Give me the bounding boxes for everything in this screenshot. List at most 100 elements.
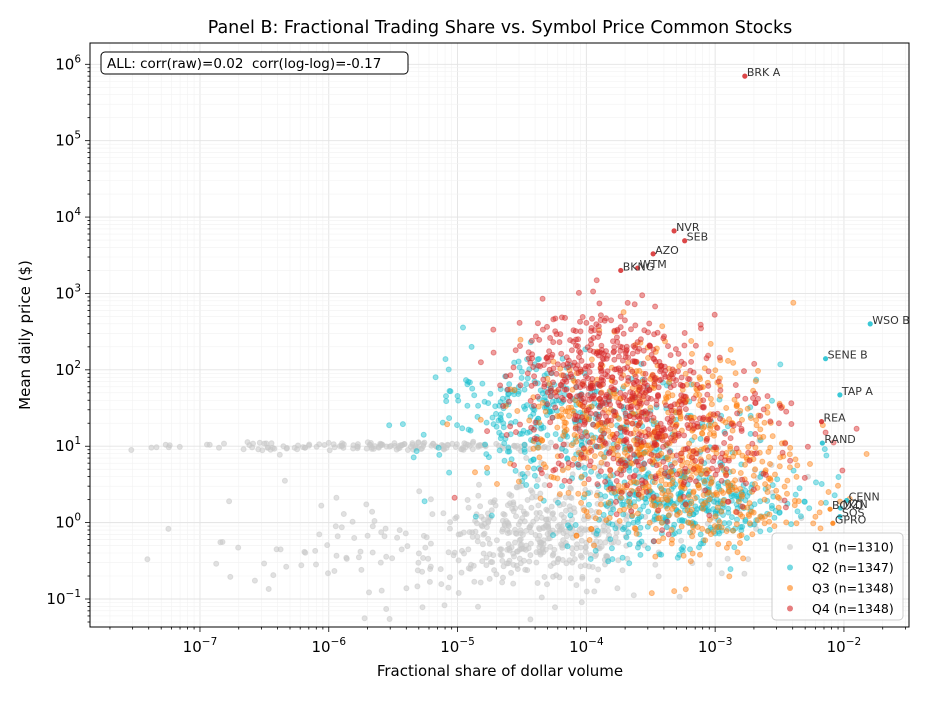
data-point — [682, 370, 689, 377]
data-point — [717, 393, 724, 400]
data-point — [553, 393, 560, 400]
data-point — [634, 487, 641, 494]
data-point — [550, 401, 557, 408]
data-point — [633, 480, 640, 487]
data-point — [748, 415, 754, 422]
data-point — [542, 546, 549, 553]
data-point — [642, 496, 649, 502]
data-point — [628, 410, 635, 417]
data-point — [658, 519, 665, 526]
data-point — [626, 444, 633, 451]
data-point — [666, 449, 673, 456]
data-point — [757, 437, 764, 444]
data-point — [480, 441, 487, 448]
data-point — [486, 575, 493, 582]
data-point — [705, 507, 712, 514]
data-point — [596, 404, 603, 411]
data-point — [569, 471, 576, 478]
data-point — [659, 437, 666, 444]
data-point — [745, 511, 752, 518]
data-point — [474, 538, 481, 545]
data-point — [531, 402, 537, 409]
data-point — [692, 478, 699, 485]
data-point — [665, 456, 672, 463]
data-point — [640, 449, 647, 456]
data-point — [306, 441, 313, 448]
data-point — [694, 420, 701, 427]
data-point — [707, 416, 714, 423]
data-point — [534, 320, 541, 327]
data-point — [477, 416, 484, 423]
data-point — [579, 403, 586, 409]
data-point — [702, 416, 709, 423]
data-point — [679, 517, 685, 523]
data-point — [549, 414, 556, 421]
data-point — [721, 480, 728, 486]
point-label: GPRO — [835, 513, 867, 526]
data-point — [628, 487, 635, 494]
data-point — [560, 383, 566, 390]
data-point — [658, 496, 665, 503]
data-point — [366, 589, 372, 596]
data-point — [606, 397, 613, 404]
data-point — [692, 450, 699, 457]
data-point — [455, 557, 462, 564]
data-point — [781, 483, 788, 490]
data-point — [283, 445, 290, 452]
data-point — [640, 465, 647, 472]
data-point — [536, 454, 543, 461]
data-point — [545, 520, 551, 527]
data-point — [578, 391, 585, 398]
data-point — [643, 488, 650, 495]
legend-label: Q3 (n=1348) — [812, 581, 894, 596]
data-point — [684, 445, 691, 452]
data-point — [500, 574, 506, 581]
data-point — [483, 562, 490, 569]
data-point — [668, 463, 675, 470]
data-point — [678, 546, 685, 553]
data-point — [559, 467, 566, 474]
data-point — [459, 425, 466, 432]
data-point — [566, 524, 573, 531]
data-point — [646, 387, 653, 393]
data-point — [153, 444, 160, 451]
data-point — [624, 498, 631, 505]
data-point — [633, 492, 640, 499]
data-point — [539, 295, 546, 302]
data-point — [503, 432, 510, 438]
data-point — [753, 376, 760, 383]
data-point — [641, 449, 648, 456]
data-point — [587, 347, 594, 354]
data-point — [726, 573, 733, 580]
data-point — [661, 371, 667, 378]
data-point — [750, 509, 757, 516]
data-point — [472, 469, 478, 476]
data-point — [595, 381, 602, 388]
data-point — [544, 581, 550, 588]
data-point — [437, 566, 444, 573]
data-point — [738, 489, 745, 495]
data-point — [676, 409, 683, 416]
data-point — [587, 337, 594, 343]
data-point — [723, 450, 730, 456]
data-point — [435, 444, 442, 451]
data-point — [573, 451, 580, 458]
data-point — [725, 357, 731, 364]
data-point — [717, 382, 724, 389]
data-point — [729, 484, 736, 491]
data-point — [270, 572, 277, 579]
data-point — [761, 513, 768, 520]
data-point — [613, 494, 620, 501]
data-point — [668, 540, 675, 547]
data-point — [701, 505, 708, 512]
data-point — [472, 513, 479, 520]
data-point — [718, 477, 725, 484]
data-point — [526, 417, 533, 424]
data-point — [768, 502, 775, 509]
data-point — [737, 407, 744, 414]
data-point — [455, 590, 462, 596]
data-point — [579, 575, 586, 582]
data-point — [621, 524, 628, 531]
data-point — [665, 446, 671, 452]
data-point — [541, 394, 548, 401]
